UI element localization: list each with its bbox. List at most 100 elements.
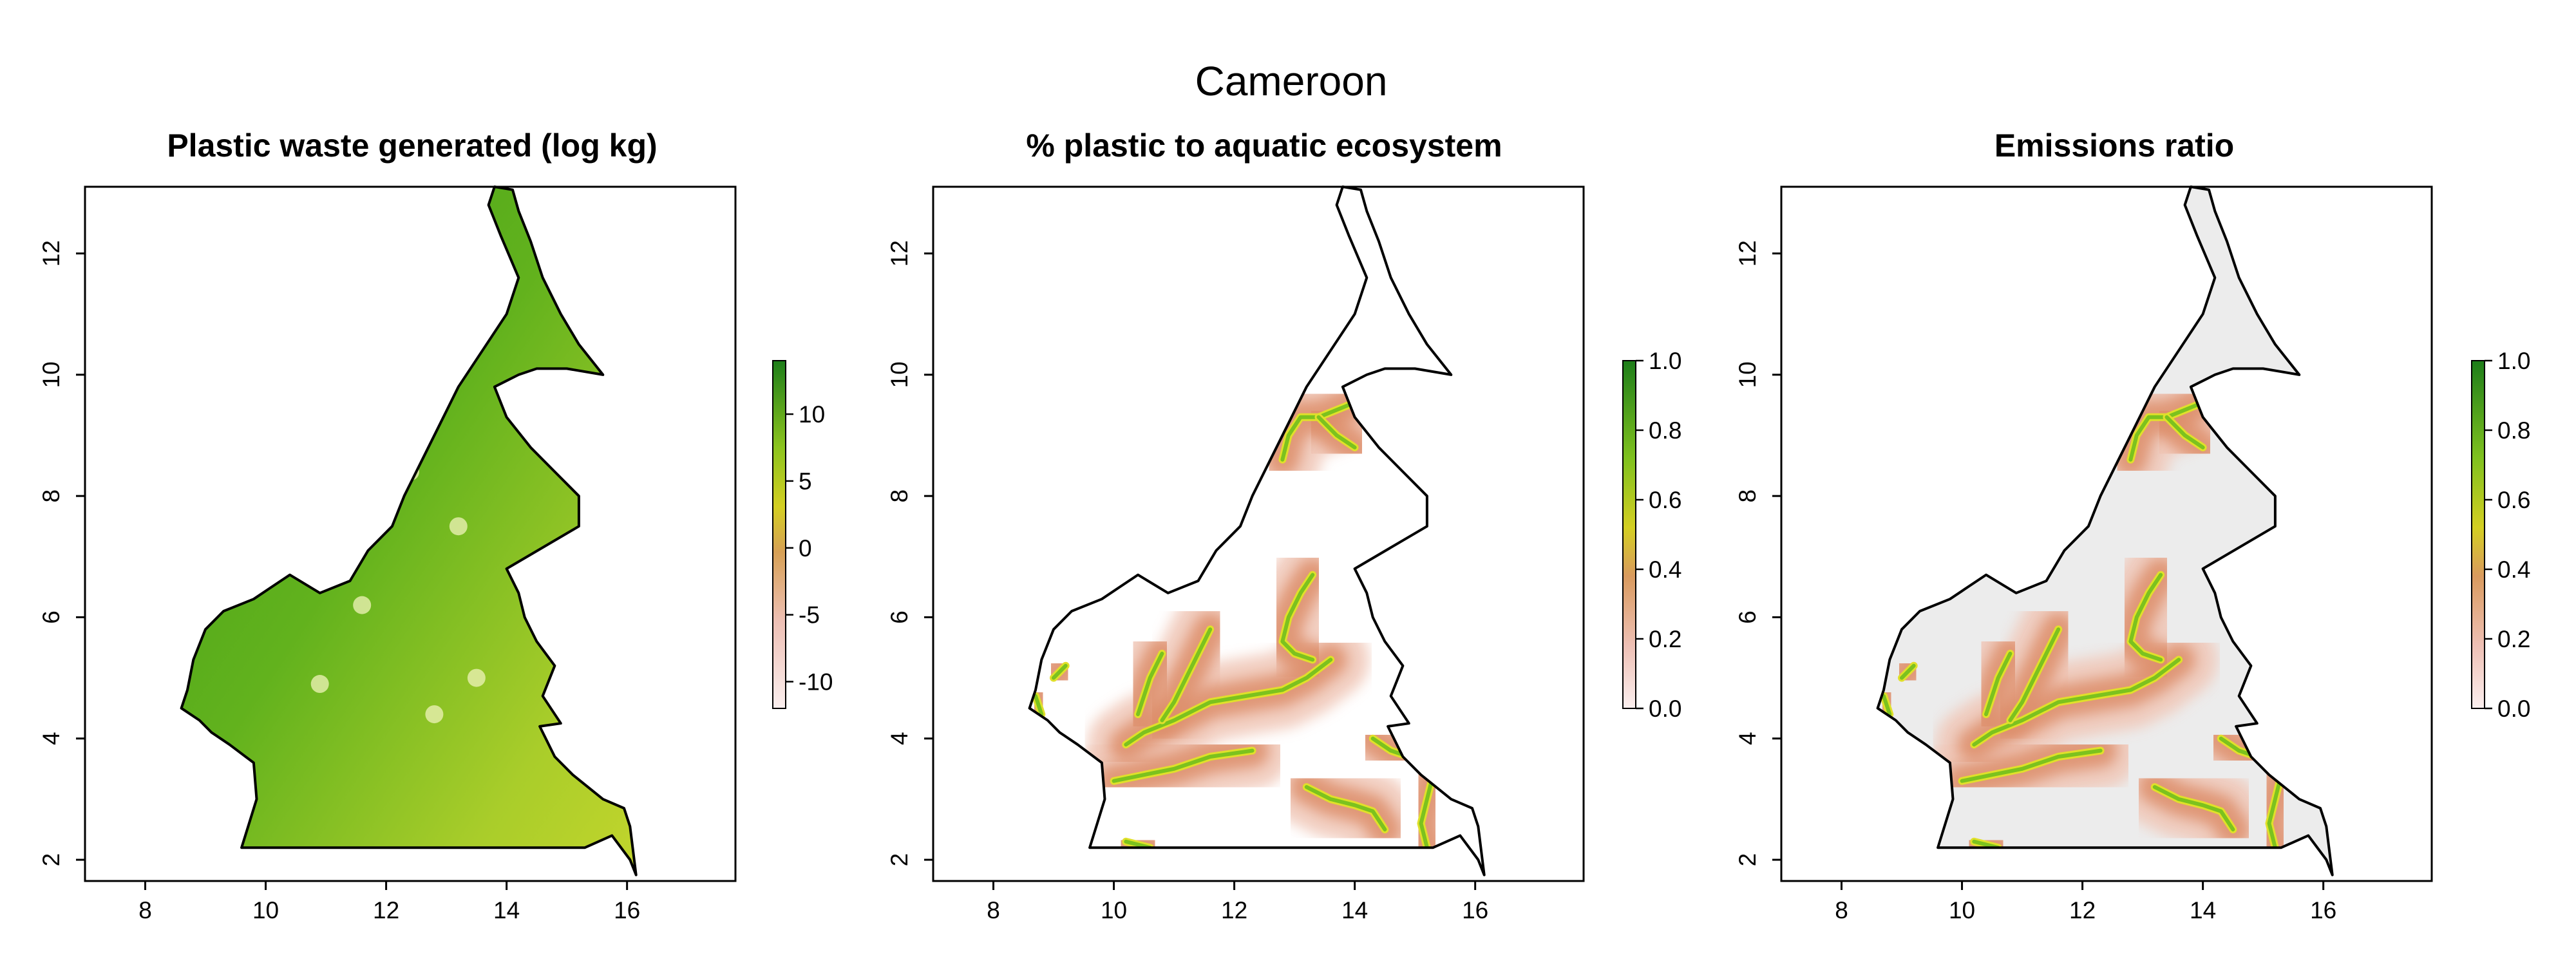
legend-tick-label: 10 <box>799 401 825 428</box>
y-tick-label: 8 <box>1734 489 1761 503</box>
river-line <box>1882 694 1892 717</box>
y-tick-label: 10 <box>1734 361 1761 388</box>
panel-plastic-waste: Plastic waste generated (log kg) 8 10 12 14… <box>38 128 833 923</box>
river-line <box>2008 627 2061 723</box>
urban-patch <box>353 596 372 614</box>
country-border <box>180 185 638 876</box>
legend-colorbar: 1.0 0.8 0.6 0.4 0.2 0.0 <box>2471 348 2530 722</box>
x-tick-label: 14 <box>2190 897 2216 923</box>
y-tick-label: 2 <box>1734 853 1761 867</box>
x-tick-label: 16 <box>1462 897 1488 923</box>
urban-patch <box>449 517 468 536</box>
urban-patch <box>467 668 486 687</box>
x-tick-label: 10 <box>1101 897 1127 923</box>
river-line <box>1052 663 1068 680</box>
y-tick-label: 8 <box>38 489 64 503</box>
river-buffers <box>1877 366 2320 875</box>
country-border <box>1876 185 2334 876</box>
legend-tick-label: 0.4 <box>1649 556 1681 583</box>
urban-patch <box>310 675 329 694</box>
legend-colorbar: 10 5 0 -5 -10 <box>772 360 833 709</box>
y-tick-label: 6 <box>1734 611 1761 624</box>
legend-tick-label: 0.0 <box>1649 696 1681 722</box>
river-line <box>2164 415 2205 450</box>
panel-percent-aquatic: % plastic to aquatic ecosystem 8 10 12 14 16… <box>886 128 1681 923</box>
x-tick-label: 14 <box>1341 897 1368 923</box>
river-line <box>1280 402 1351 462</box>
y-tick-label: 4 <box>1734 732 1761 745</box>
legend-tick-label: 5 <box>799 468 812 495</box>
panel-title: Emissions ratio <box>1994 128 2234 164</box>
x-tick-label: 14 <box>493 897 520 923</box>
y-tick-label: 2 <box>38 853 64 867</box>
x-tick-label: 10 <box>252 897 279 923</box>
panel-emissions-ratio: Emissions ratio 8 10 12 14 16 2 4 6 8 10 12 1.0 0.8 0… <box>1734 128 2530 923</box>
legend-tick-label: 0.8 <box>2497 417 2530 444</box>
y-tick-label: 6 <box>886 611 913 624</box>
legend-tick-label: 1.0 <box>2497 348 2530 374</box>
river-line <box>2152 785 2235 831</box>
plot-frame <box>84 185 737 882</box>
legend-bar <box>1622 360 1636 709</box>
legend-tick-label: 0.2 <box>2497 626 2530 652</box>
river-line <box>1124 658 1333 747</box>
y-tick-label: 12 <box>1734 240 1761 267</box>
river-buffers <box>1029 366 1472 875</box>
plot-frame <box>1780 185 2433 882</box>
river-line <box>1316 415 1357 450</box>
river-line <box>1960 748 2103 783</box>
river-line <box>1280 573 1315 662</box>
river-line <box>2128 573 2163 662</box>
legend-tick-label: 0.4 <box>2497 556 2530 583</box>
river-line <box>1900 663 1916 680</box>
river-line <box>1419 773 1435 850</box>
river-line <box>1034 694 1044 717</box>
panel-title: Plastic waste generated (log kg) <box>167 128 657 164</box>
x-tick-label: 12 <box>1221 897 1247 923</box>
legend-tick-label: 0.8 <box>1649 417 1681 444</box>
x-tick-label: 8 <box>138 897 152 923</box>
river-line <box>2267 773 2284 850</box>
legend-tick-label: 0.6 <box>2497 487 2530 513</box>
y-tick-label: 4 <box>38 732 64 745</box>
country-border <box>1028 185 1486 876</box>
figure-title: Cameroon <box>1195 58 1388 104</box>
y-tick-label: 6 <box>38 611 64 624</box>
country-fill <box>181 187 636 875</box>
river-line <box>2128 402 2199 462</box>
urban-patch <box>377 498 395 517</box>
river-line <box>1160 627 1213 723</box>
x-tick-label: 16 <box>614 897 640 923</box>
y-tick-label: 10 <box>886 361 913 388</box>
x-tick-label: 8 <box>1835 897 1848 923</box>
river-line <box>1984 651 2012 717</box>
legend-bar <box>772 360 786 709</box>
legend-tick-label: 0 <box>799 535 812 562</box>
urban-patch <box>425 705 444 724</box>
river-line <box>1972 658 2181 747</box>
legend-colorbar: 1.0 0.8 0.6 0.4 0.2 0.0 <box>1622 348 1681 722</box>
panel-title: % plastic to aquatic ecosystem <box>1026 128 1502 164</box>
y-tick-label: 10 <box>38 361 64 388</box>
legend-tick-label: -10 <box>799 668 833 695</box>
legend-tick-label: 0.0 <box>2497 696 2530 722</box>
y-tick-label: 8 <box>886 489 913 503</box>
river-line <box>1112 748 1255 783</box>
y-tick-label: 12 <box>886 240 913 267</box>
x-tick-label: 16 <box>2310 897 2336 923</box>
x-tick-label: 10 <box>1949 897 1975 923</box>
legend-tick-label: 0.2 <box>1649 626 1681 652</box>
legend-bar <box>2471 360 2485 709</box>
river-line <box>1136 651 1164 717</box>
y-tick-label: 2 <box>886 853 913 867</box>
river-line <box>1304 785 1387 831</box>
x-tick-label: 8 <box>987 897 1000 923</box>
y-tick-label: 12 <box>38 240 64 267</box>
y-tick-label: 4 <box>886 732 913 745</box>
legend-tick-label: -5 <box>799 602 820 629</box>
x-tick-label: 12 <box>373 897 399 923</box>
legend-tick-label: 0.6 <box>1649 487 1681 513</box>
x-tick-label: 12 <box>2069 897 2096 923</box>
legend-tick-label: 1.0 <box>1649 348 1681 374</box>
